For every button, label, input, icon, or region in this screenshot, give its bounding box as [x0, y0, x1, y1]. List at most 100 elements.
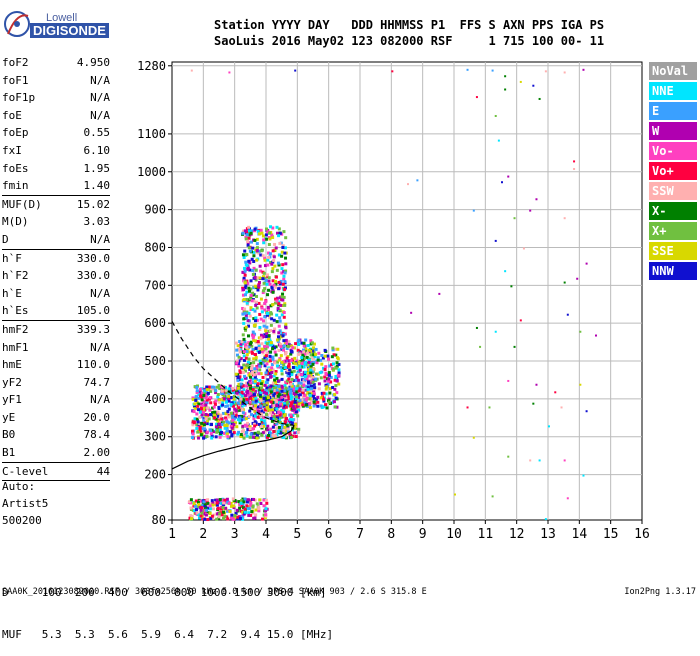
echo-point — [277, 358, 281, 362]
es-echo-point — [246, 498, 250, 502]
x-tick-label: 13 — [540, 527, 556, 542]
echo-point — [265, 386, 269, 390]
es-echo-point — [224, 506, 228, 510]
echo-point — [259, 333, 263, 337]
es-echo-point — [225, 497, 229, 501]
echo-point — [274, 429, 278, 433]
echo-point — [253, 424, 257, 428]
echo-point — [319, 404, 323, 408]
echo-point — [267, 251, 271, 255]
echo-point — [253, 394, 257, 398]
echo-point — [237, 347, 241, 351]
scatter-point — [582, 68, 585, 71]
echo-point — [236, 344, 240, 348]
echo-point — [283, 359, 287, 363]
echo-point — [261, 388, 265, 392]
echo-point — [282, 429, 286, 433]
es-echo-point — [229, 504, 233, 508]
es-echo-point — [239, 501, 243, 505]
echo-point — [291, 400, 295, 404]
echo-point — [227, 421, 231, 425]
echo-point — [281, 334, 285, 338]
es-echo-point — [234, 511, 238, 515]
es-echo-point — [252, 497, 256, 501]
echo-point — [331, 348, 335, 352]
echo-point — [280, 369, 284, 373]
echo-point — [282, 414, 286, 418]
echo-point — [334, 347, 338, 351]
param-value: 330.0 — [76, 251, 110, 265]
echo-point — [216, 412, 220, 416]
echo-point — [280, 313, 284, 317]
echo-point — [273, 391, 277, 395]
echo-point — [312, 346, 316, 350]
echo-point — [277, 324, 281, 328]
es-echo-point — [249, 513, 253, 517]
es-echo-point — [189, 508, 193, 512]
echo-point — [297, 408, 301, 412]
echo-point — [252, 357, 256, 361]
echo-point — [271, 395, 275, 399]
echo-point — [307, 360, 311, 364]
scatter-point — [228, 71, 231, 74]
echo-point — [312, 356, 316, 360]
scatter-point — [472, 436, 475, 439]
es-echo-point — [259, 502, 263, 506]
echo-point — [236, 401, 240, 405]
param-divider — [2, 461, 110, 463]
echo-point — [215, 430, 219, 434]
echo-point — [269, 350, 273, 354]
scatter-point — [504, 88, 507, 91]
echo-point — [278, 329, 282, 333]
echo-point — [288, 392, 292, 396]
echo-point — [309, 362, 313, 366]
echo-point — [285, 424, 289, 428]
echo-point — [257, 409, 261, 413]
echo-point — [265, 351, 269, 355]
echo-point — [274, 380, 278, 384]
polarization-legend: NoVal NNE E W Vo- Vo+ SSW X- X+ SSE NNW — [649, 62, 697, 282]
version-label: Ion2Png 1.3.17 — [624, 587, 696, 597]
echo-point — [261, 383, 265, 387]
y-tick-label: 1280 — [137, 59, 166, 73]
echo-point — [245, 424, 249, 428]
es-echo-point — [245, 500, 249, 504]
echo-point — [257, 284, 261, 288]
echo-point — [283, 389, 287, 393]
echo-point — [254, 404, 258, 408]
echo-point — [280, 254, 284, 258]
echo-point — [255, 237, 259, 241]
es-echo-point — [204, 513, 208, 517]
echo-point — [280, 360, 284, 364]
scatter-point — [576, 277, 579, 280]
auto-version: 500200 — [2, 514, 42, 527]
echo-point — [261, 424, 265, 428]
es-echo-point — [241, 497, 245, 501]
echo-point — [247, 259, 251, 263]
echo-point — [255, 436, 259, 440]
echo-point — [281, 402, 285, 406]
echo-point — [277, 349, 281, 353]
param-row: yF2 74.7 — [2, 374, 110, 392]
echo-point — [303, 378, 307, 382]
echo-point — [256, 415, 260, 419]
echo-point — [326, 382, 330, 386]
echo-point — [308, 394, 312, 398]
echo-point — [258, 378, 262, 382]
distance-muf-table: D 100 200 400 600 800 1000 1500 3000 [km… — [2, 558, 333, 656]
echo-point — [191, 396, 195, 400]
es-echo-point — [247, 505, 251, 509]
echo-point — [324, 403, 328, 407]
echo-point — [277, 379, 281, 383]
echo-point — [253, 275, 257, 279]
param-name: MUF(D) — [2, 197, 42, 211]
echo-point — [265, 313, 269, 317]
echo-point — [271, 401, 275, 405]
echo-point — [309, 353, 313, 357]
echo-point — [306, 391, 310, 395]
es-echo-point — [233, 516, 237, 520]
es-echo-point — [206, 498, 210, 502]
echo-point — [318, 371, 322, 375]
echo-point — [286, 394, 290, 398]
echo-point — [245, 316, 249, 320]
